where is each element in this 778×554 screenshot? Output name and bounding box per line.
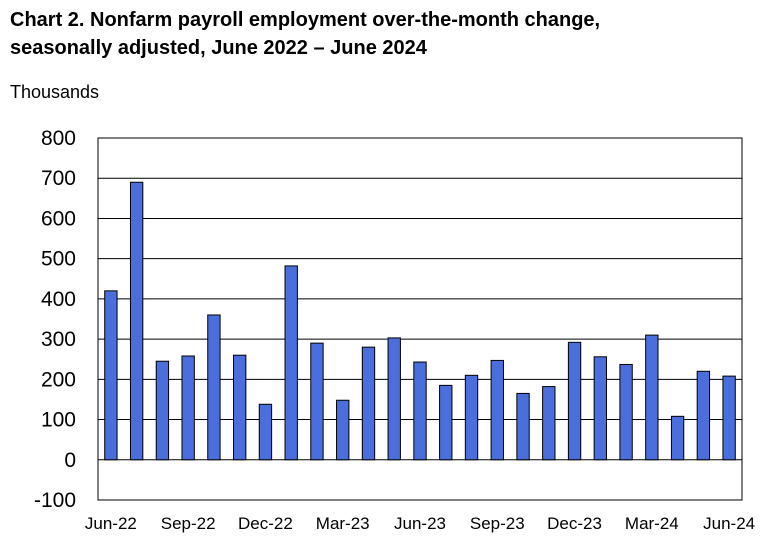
bar <box>310 342 324 461</box>
bar <box>490 359 504 461</box>
bar <box>413 361 427 461</box>
bar <box>645 334 659 461</box>
y-tick-label: 500 <box>41 248 76 271</box>
x-tick-label: Sep-23 <box>470 514 525 533</box>
bar <box>439 384 453 461</box>
chart-title: Chart 2. Nonfarm payroll employment over… <box>10 6 600 62</box>
bar <box>516 392 530 461</box>
bar <box>207 314 221 461</box>
bar <box>567 341 582 461</box>
x-tick-label: Mar-23 <box>316 514 370 533</box>
bar <box>336 399 350 461</box>
bar <box>361 346 376 461</box>
x-tick-label: Jun-24 <box>703 514 755 533</box>
y-tick-label: 700 <box>41 167 76 190</box>
y-tick-label: 400 <box>41 288 76 311</box>
y-tick-label: -100 <box>34 489 76 512</box>
y-axis-units-label: Thousands <box>10 82 100 102</box>
bar <box>232 354 247 461</box>
bar <box>129 181 144 461</box>
x-axis-tick-labels: Jun-22 Sep-22 Dec-22 Mar-23 Jun-23 Sep-23 Dec-… <box>85 514 755 533</box>
bar <box>722 375 736 461</box>
chart-title-line-1: Chart 2. Nonfarm payroll employment over… <box>10 9 601 31</box>
y-tick-label: 100 <box>41 409 76 432</box>
bar <box>670 415 685 461</box>
bar <box>464 374 479 461</box>
y-tick-label: 800 <box>41 127 76 150</box>
y-tick-label: 200 <box>41 368 76 391</box>
x-tick-label: Dec-22 <box>238 514 293 533</box>
bar <box>619 363 633 461</box>
bar <box>593 356 608 461</box>
x-tick-label: Jun-23 <box>394 514 446 533</box>
x-tick-label: Dec-23 <box>547 514 602 533</box>
x-tick-label: Jun-22 <box>85 514 137 533</box>
x-tick-label: Mar-24 <box>625 514 679 533</box>
bar <box>258 403 273 461</box>
y-tick-label: 0 <box>64 449 76 472</box>
bar <box>104 290 118 461</box>
y-tick-label: 300 <box>41 328 76 351</box>
bar <box>542 386 556 461</box>
y-axis-tick-labels: -100 0 100 200 300 400 500 600 700 800 <box>34 127 76 512</box>
bar <box>155 360 170 461</box>
plot-frame <box>97 137 743 501</box>
x-tick-label: Sep-22 <box>161 514 216 533</box>
bars <box>104 181 736 461</box>
chart-title-line-2: seasonally adjusted, June 2022 – June 20… <box>10 37 427 59</box>
bar <box>696 370 711 461</box>
bar <box>387 337 401 461</box>
bar <box>284 265 298 461</box>
bar <box>181 355 195 461</box>
y-tick-label: 600 <box>41 207 76 230</box>
